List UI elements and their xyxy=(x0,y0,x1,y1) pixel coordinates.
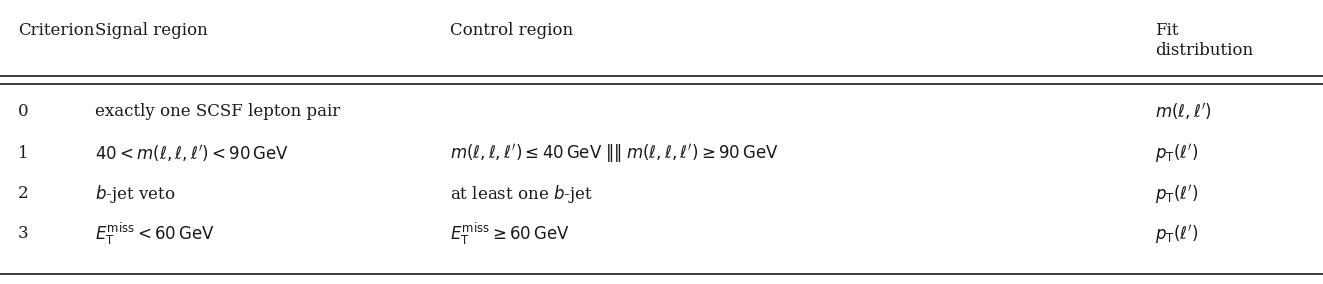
Text: 1: 1 xyxy=(19,145,29,162)
Text: $m(\ell, \ell, \ell^{\prime}) \leq 40\,\mathrm{GeV}\;\|\|\; m(\ell, \ell, \ell^{: $m(\ell, \ell, \ell^{\prime}) \leq 40\,\… xyxy=(450,143,778,166)
Text: $E_{\mathrm{T}}^{\mathrm{miss}} < 60\,\mathrm{GeV}$: $E_{\mathrm{T}}^{\mathrm{miss}} < 60\,\m… xyxy=(95,221,214,247)
Text: $p_{\mathrm{T}}(\ell^{\prime})$: $p_{\mathrm{T}}(\ell^{\prime})$ xyxy=(1155,222,1199,245)
Text: 3: 3 xyxy=(19,225,29,243)
Text: $b$-jet veto: $b$-jet veto xyxy=(95,183,175,205)
Text: $p_{\mathrm{T}}(\ell^{\prime})$: $p_{\mathrm{T}}(\ell^{\prime})$ xyxy=(1155,143,1199,166)
Text: Signal region: Signal region xyxy=(95,22,208,39)
Text: Criterion: Criterion xyxy=(19,22,94,39)
Text: at least one $b$-jet: at least one $b$-jet xyxy=(450,183,593,205)
Text: $E_{\mathrm{T}}^{\mathrm{miss}} \geq 60\,\mathrm{GeV}$: $E_{\mathrm{T}}^{\mathrm{miss}} \geq 60\… xyxy=(450,221,569,247)
Text: Fit
distribution: Fit distribution xyxy=(1155,22,1253,59)
Text: 0: 0 xyxy=(19,103,29,120)
Text: 2: 2 xyxy=(19,185,29,202)
Text: exactly one SCSF lepton pair: exactly one SCSF lepton pair xyxy=(95,103,340,120)
Text: $p_{\mathrm{T}}(\ell^{\prime})$: $p_{\mathrm{T}}(\ell^{\prime})$ xyxy=(1155,183,1199,206)
Text: $m(\ell, \ell^{\prime})$: $m(\ell, \ell^{\prime})$ xyxy=(1155,101,1212,122)
Text: Control region: Control region xyxy=(450,22,573,39)
Text: $40 < m(\ell, \ell, \ell^{\prime}) < 90\,\mathrm{GeV}$: $40 < m(\ell, \ell, \ell^{\prime}) < 90\… xyxy=(95,143,288,164)
